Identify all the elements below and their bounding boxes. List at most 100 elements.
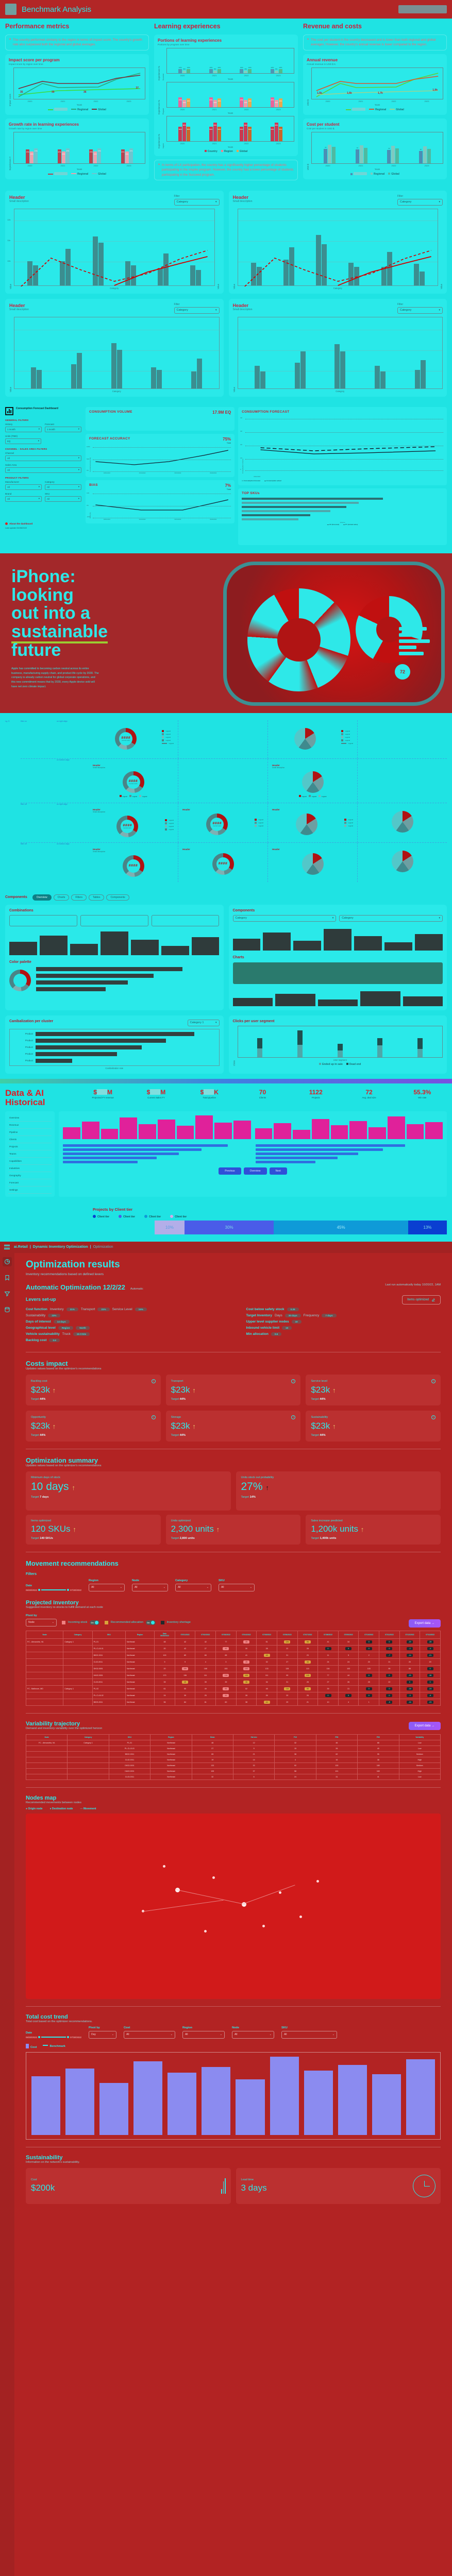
table-row[interactable]: PL-CL-B-02 Northeast 24 39 25 41 28 26 20 26 0 0 0 0-… — [25, 1691, 441, 1699]
nav-item-forecast[interactable]: Forecast — [8, 1179, 52, 1187]
lever-tag[interactable]: 10 — [282, 1326, 292, 1330]
table-row[interactable]: HA02-0001 Northeast 105 37 58 101 160 High — [25, 1768, 441, 1774]
nav-item-teams[interactable]: Teams — [8, 1150, 52, 1158]
tab-components[interactable]: Components — [106, 894, 129, 901]
table-row[interactable]: FC - Alexandria, VA Category 1 PL-01 Northe… — [25, 1638, 441, 1646]
bookmark-icon[interactable] — [3, 1273, 12, 1282]
history-select[interactable]: 1 month ▾ — [5, 426, 42, 432]
nav-item-capabilities[interactable]: Capabilities — [8, 1158, 52, 1165]
table-row[interactable]: CL03-0011 Northeast 32 6 24 31 41 Low — [25, 1773, 441, 1780]
lever-tag[interactable]: 14 days — [53, 1319, 70, 1324]
units-select[interactable]: EQ ▾ — [5, 438, 41, 444]
lever-tag[interactable]: North — [76, 1326, 90, 1330]
info-icon[interactable]: i — [151, 1379, 156, 1383]
date-range-slider[interactable]: 06/30/2022 07/30/2022 — [26, 2036, 81, 2039]
recommended-allocation-toggle[interactable]: On — [146, 1620, 156, 1625]
database-icon[interactable] — [3, 1305, 12, 1314]
tab-filters[interactable]: Filters — [71, 894, 87, 901]
nav-item-settings[interactable]: Settings — [8, 1187, 52, 1194]
component-select[interactable]: Category ▾ — [232, 914, 337, 922]
pivot-select[interactable]: Node ⌄ — [26, 1618, 57, 1626]
info-icon[interactable]: i — [291, 1379, 296, 1383]
manufacturer-select[interactable]: All ▾ — [5, 484, 42, 490]
header-action-pill[interactable] — [398, 5, 447, 13]
table-row[interactable]: CL03-0011 Northeast 39 45 39 39 36 34 31 28 27 26 25… — [25, 1678, 441, 1686]
tab-tables[interactable]: Tables — [88, 894, 105, 901]
sku-select[interactable]: All ⌄ — [281, 2030, 337, 2039]
date-range-slider[interactable]: 06/30/2022 07/30/2022 — [26, 1589, 81, 1591]
tab-overview[interactable]: Overview — [32, 894, 52, 901]
nav-item-industries[interactable]: Industries — [8, 1165, 52, 1172]
lever-tag[interactable]: 0.35 — [287, 1307, 299, 1311]
category-select[interactable]: Category ▾ — [397, 307, 443, 314]
nav-item-overview[interactable]: Overview — [8, 1114, 52, 1122]
lever-tag[interactable]: 31% — [66, 1307, 78, 1311]
table-row[interactable]: BK02-0011 Northeast 100 89 65 65 41 48 31 23 11 5 2-… — [25, 1651, 441, 1659]
category-select[interactable]: Category ▾ — [174, 198, 220, 206]
table-row[interactable]: BK03-0011 Northeast 96 84 61 60 38 44 29 21 10 4 1 -9… — [25, 1698, 441, 1706]
lever-tag[interactable]: 15 CO2e — [73, 1332, 90, 1336]
info-icon[interactable]: i — [431, 1415, 436, 1419]
node-select[interactable]: All ⌄ — [231, 2030, 274, 2039]
pivot-select[interactable]: Day ⌄ — [88, 2030, 116, 2039]
lever-tag[interactable]: 30 days — [284, 1313, 301, 1317]
about-link[interactable]: About the dashboard — [5, 522, 81, 525]
lever-tag[interactable]: 7 days — [322, 1313, 337, 1317]
filter-icon[interactable] — [3, 1289, 12, 1298]
breadcrumb-item-1[interactable]: ai.Retail — [14, 1245, 28, 1249]
category-select[interactable]: Category ▾ — [397, 198, 443, 206]
category-select[interactable]: All ▾ — [45, 484, 81, 490]
dashboard-pie-icon[interactable] — [3, 1257, 12, 1266]
info-icon[interactable]: i — [151, 1415, 156, 1419]
nav-item-clients[interactable]: Clients — [8, 1136, 52, 1143]
lever-tag[interactable]: 10 — [291, 1319, 302, 1324]
export-data-button-2[interactable]: Export data → — [408, 1721, 441, 1730]
table-row[interactable]: DK02-0001 Northeast 133 32 92 130 180 Medium — [25, 1762, 441, 1769]
table-row[interactable]: HA02-0001 Northeast 170 136 111 134 105 111 99 10… — [25, 1671, 441, 1679]
breadcrumb-item-2[interactable]: Dynamic Inventory Optimization — [32, 1245, 88, 1249]
export-data-button[interactable]: Export data → — [408, 1619, 441, 1628]
sku-select[interactable]: All ⌄ — [218, 1583, 255, 1591]
category-select[interactable]: Category ▾ — [174, 307, 220, 314]
component-select[interactable]: Category ▾ — [339, 914, 443, 922]
incoming-stock-toggle[interactable]: On — [90, 1620, 99, 1625]
node-select[interactable]: All ⌄ — [131, 1583, 168, 1591]
table-row[interactable]: PL-CL-B-01 Northeast 27 9 15 26 40 Low — [25, 1745, 441, 1752]
table-row[interactable]: PL-CL-B-01 Northeast 20 42 27 45 30 28 22 28 0 0 0 0-… — [25, 1645, 441, 1652]
info-icon[interactable]: i — [291, 1415, 296, 1419]
lever-tag[interactable]: 31% — [97, 1307, 110, 1311]
cost-select[interactable]: All ⌄ — [123, 2030, 175, 2039]
nodes-map[interactable] — [26, 1813, 441, 1999]
nav-item-projects[interactable]: Projects — [8, 1143, 52, 1150]
hamburger-menu-icon[interactable] — [4, 1245, 10, 1249]
lever-tag[interactable]: 15% — [135, 1307, 147, 1311]
sales-area-select[interactable]: All ▾ — [5, 467, 81, 473]
tab-charts[interactable]: Charts — [53, 894, 70, 901]
lever-tag[interactable]: Region — [58, 1326, 74, 1330]
category-select[interactable]: All ⌄ — [175, 1583, 211, 1591]
region-select[interactable]: All ⌄ — [88, 1583, 125, 1591]
overview-button[interactable]: Overview — [243, 1167, 267, 1175]
lever-tag[interactable]: 23% — [48, 1313, 60, 1317]
lever-tag[interactable]: 0.9 — [49, 1338, 60, 1342]
nav-item-revenue[interactable]: Revenue — [8, 1122, 52, 1129]
lever-tag[interactable]: 0.6 — [271, 1332, 282, 1336]
table-row[interactable]: BK02-0011 Northeast 65 21 38 62 95 Medium — [25, 1751, 441, 1757]
next-button[interactable]: Next — [269, 1167, 287, 1175]
region-select[interactable]: All ⌄ — [182, 2030, 225, 2039]
previous-button[interactable]: Previous — [219, 1167, 241, 1175]
table-row[interactable]: FC - Baltimore, MD Category 1 PL-02 Northea… — [25, 1685, 441, 1692]
nav-item-pipeline[interactable]: Pipeline — [8, 1129, 52, 1136]
category-select[interactable]: Category 1 ▾ — [187, 1019, 220, 1026]
nav-item-geography[interactable]: Geography — [8, 1172, 52, 1179]
table-row[interactable]: DK02-0001 Northeast 20 188 168 153 192 133 128 11… — [25, 1665, 441, 1672]
info-icon[interactable]: i — [431, 1379, 436, 1383]
table-row[interactable]: CL02-0011 Northeast 9 9 4 3 45 32 27 38 24 24 23 21 20… — [25, 1658, 441, 1666]
sku-select[interactable]: All ▾ — [45, 496, 81, 502]
table-row[interactable]: CL02-0011 Northeast 19 14 4 16 38 High — [25, 1756, 441, 1763]
channel-select[interactable]: All ▾ — [5, 455, 81, 461]
table-row[interactable]: FC - Alexandria, VA Category 1 PL-01 Northe… — [25, 1739, 441, 1746]
items-optimized-button[interactable]: Items optimized — [401, 1295, 441, 1304]
forecast-select[interactable]: 1 month ▾ — [45, 426, 81, 432]
brand-select[interactable]: All ▾ — [5, 496, 42, 502]
